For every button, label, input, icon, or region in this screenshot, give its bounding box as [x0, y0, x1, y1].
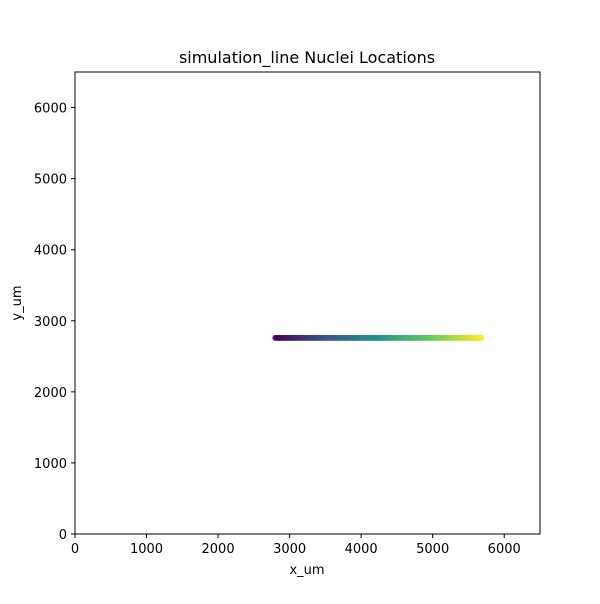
x-tick-label: 3000: [273, 542, 306, 557]
y-tick-label: 5000: [34, 173, 67, 188]
y-tick-label: 0: [59, 528, 67, 543]
chart-title: simulation_line Nuclei Locations: [179, 48, 435, 68]
y-axis-ticks: 0 1000 2000 3000 4000 5000 6000: [34, 102, 75, 543]
plot-frame: [74, 71, 541, 535]
x-tick-label: 5000: [416, 542, 449, 557]
x-tick-label: 0: [71, 542, 79, 557]
y-tick-label: 1000: [34, 457, 67, 472]
points-layer: [272, 334, 485, 341]
x-axis-ticks: 0 1000 2000 3000 4000 5000 6000: [71, 534, 521, 557]
y-tick-label: 3000: [34, 315, 67, 330]
y-tick-label: 2000: [34, 386, 67, 401]
x-tick-label: 6000: [488, 542, 521, 557]
x-tick-label: 2000: [202, 542, 235, 557]
y-axis-label: y_um: [10, 285, 25, 320]
data-point: [478, 334, 485, 341]
x-axis-label: x_um: [289, 563, 324, 578]
x-tick-label: 4000: [345, 542, 378, 557]
x-tick-label: 1000: [130, 542, 163, 557]
y-tick-label: 4000: [34, 244, 67, 259]
y-tick-label: 6000: [34, 102, 67, 117]
